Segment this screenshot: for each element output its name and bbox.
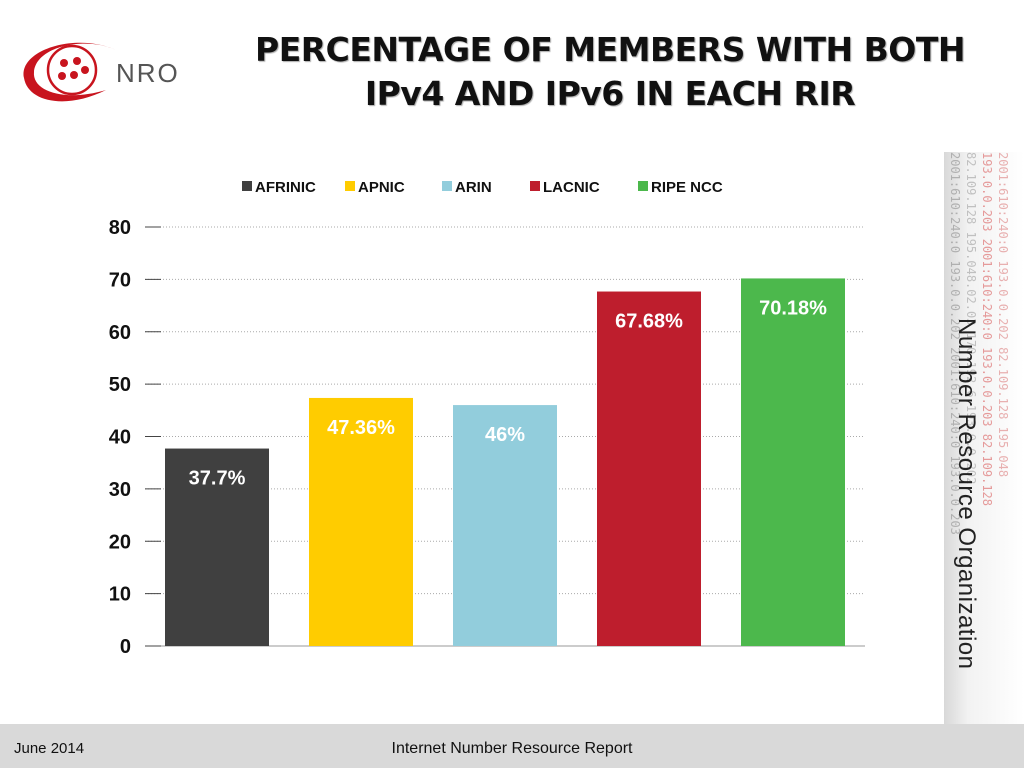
chart-title-line-1: PERCENTAGE OF MEMBERS WITH BOTH xyxy=(255,30,965,69)
legend-swatch xyxy=(442,181,452,191)
side-organization-text: Number Resource Organization xyxy=(953,318,980,670)
nro-logo: NRO xyxy=(16,30,206,110)
legend-label: APNIC xyxy=(358,179,405,196)
bar-lacnic xyxy=(597,291,701,646)
legend-label: ARIN xyxy=(455,179,492,196)
side-ip-column: 82.109.128 195.048.02.03 170.192.6 193.0… xyxy=(964,152,978,485)
data-label: 67.68% xyxy=(615,311,683,333)
bar-ripe-ncc xyxy=(741,278,845,646)
legend-swatch xyxy=(345,181,355,191)
logo-dot-ring xyxy=(46,44,98,96)
y-tick-label: 60 xyxy=(109,322,131,344)
legend-swatch xyxy=(530,181,540,191)
y-tick-label: 10 xyxy=(109,584,131,606)
footer-bar: June 2014 Internet Number Resource Repor… xyxy=(0,724,1024,768)
side-ip-column: 2001:610:240:0 193.0.0.202 2001:610:240:… xyxy=(948,152,962,535)
bar-apnic xyxy=(309,397,413,646)
legend-swatch xyxy=(242,181,252,191)
bar-arin xyxy=(453,405,557,646)
y-tick-label: 80 xyxy=(109,217,131,239)
data-label: 46% xyxy=(485,424,525,446)
legend-label: AFRINIC xyxy=(255,179,316,196)
y-tick-label: 70 xyxy=(109,269,131,291)
y-tick-label: 30 xyxy=(109,479,131,501)
legend-label: LACNIC xyxy=(543,179,600,196)
footer-date: June 2014 xyxy=(14,740,85,757)
data-label: 70.18% xyxy=(759,297,827,319)
legend-swatch xyxy=(638,181,648,191)
side-ip-band: 2001:610:240:0 193.0.0.202 2001:610:240:… xyxy=(944,152,1024,724)
data-label: 47.36% xyxy=(327,417,395,439)
chart-legend: AFRINIC APNIC ARIN LACNIC RIPE NCC xyxy=(242,179,723,196)
side-ip-column: 2001:610:240:0 193.0.0.202 82.109.128 19… xyxy=(996,152,1010,478)
footer-report-title: Internet Number Resource Report xyxy=(391,740,633,757)
side-ip-column: 193.0.0.203 2001:610:240:0 193.0.0.203 8… xyxy=(980,152,994,507)
y-tick-label: 40 xyxy=(109,427,131,449)
chart-title-line-2: IPv4 AND IPv6 IN EACH RIR xyxy=(364,74,856,113)
y-tick-label: 0 xyxy=(120,636,131,658)
y-tick-label: 20 xyxy=(109,531,131,553)
bar-chart: AFRINIC APNIC ARIN LACNIC RIPE NCC 0 10 20 30 40… xyxy=(109,179,865,658)
y-axis: 0 10 20 30 40 50 60 70 80 xyxy=(109,217,161,658)
logo-text: NRO xyxy=(116,58,180,88)
chart-title: PERCENTAGE OF MEMBERS WITH BOTH IPv4 AND… xyxy=(230,28,990,116)
chart-bars: 37.7% 47.36% 46% 67.68% 70.18% xyxy=(165,278,845,646)
data-label: 37.7% xyxy=(189,468,246,490)
y-tick-label: 50 xyxy=(109,374,131,396)
legend-label: RIPE NCC xyxy=(651,179,723,196)
bar-afrinic xyxy=(165,448,269,646)
